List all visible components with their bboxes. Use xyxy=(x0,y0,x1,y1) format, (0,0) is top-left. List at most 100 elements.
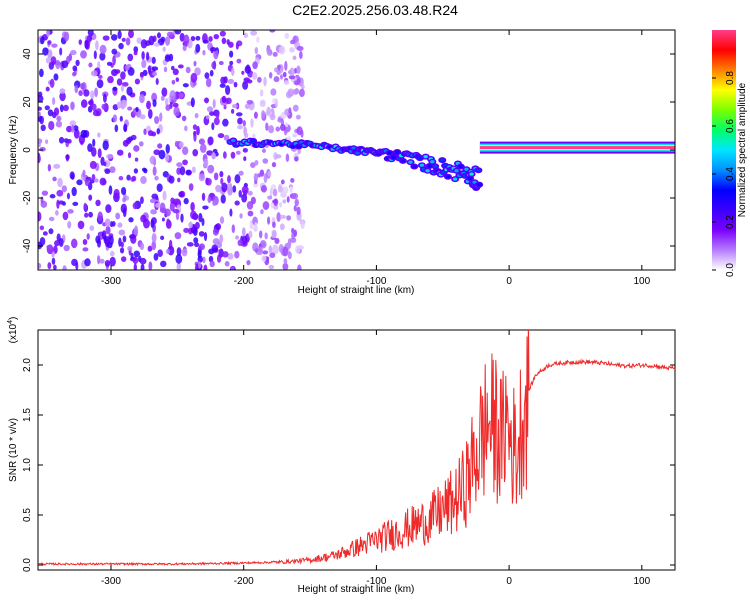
noise-speckle xyxy=(155,202,161,208)
noise-speckle xyxy=(119,115,123,122)
noise-speckle xyxy=(162,46,166,52)
noise-speckle xyxy=(42,231,48,236)
noise-speckle xyxy=(203,231,208,242)
noise-speckle xyxy=(193,132,197,142)
colorbar-tick-label: 0.0 xyxy=(725,263,736,277)
snr-x-axis-title: Height of straight line (km) xyxy=(298,584,415,595)
noise-speckle xyxy=(147,130,154,137)
colorbar-ticks: 0.0 0.2 0.4 0.6 0.8 xyxy=(712,71,736,277)
noise-speckle xyxy=(107,242,113,249)
noise-speckle xyxy=(182,44,187,52)
noise-speckle xyxy=(97,148,102,159)
noise-speckle xyxy=(206,150,214,156)
noise-speckle xyxy=(229,50,234,58)
noise-speckle xyxy=(295,245,301,254)
noise-speckle xyxy=(209,260,215,268)
noise-speckle xyxy=(247,190,253,196)
noise-speckle xyxy=(132,256,139,265)
noise-speckle xyxy=(74,84,79,94)
noise-speckle xyxy=(80,129,88,138)
noise-speckle xyxy=(272,98,277,104)
noise-speckle xyxy=(182,146,189,156)
noise-speckle xyxy=(84,178,90,187)
noise-speckle xyxy=(89,160,97,170)
noise-speckle xyxy=(149,198,157,204)
noise-speckle xyxy=(203,97,210,104)
trace-blob xyxy=(412,164,417,169)
noise-speckle xyxy=(62,265,67,270)
noise-speckle xyxy=(235,235,240,240)
noise-speckle xyxy=(160,235,165,241)
noise-speckle xyxy=(235,150,241,155)
noise-speckle xyxy=(119,247,125,254)
noise-speckle xyxy=(151,240,157,251)
noise-speckle xyxy=(104,168,111,175)
noise-speckle xyxy=(80,50,87,59)
noise-speckle xyxy=(297,148,301,155)
noise-speckle xyxy=(99,177,107,186)
noise-speckle xyxy=(206,106,214,113)
noise-speckle xyxy=(42,47,49,56)
noise-speckle xyxy=(127,136,134,142)
noise-speckle xyxy=(174,30,182,35)
noise-speckle xyxy=(227,175,231,184)
noise-speckle xyxy=(235,42,239,50)
noise-speckle xyxy=(111,48,118,55)
noise-speckle xyxy=(95,235,101,244)
noise-speckle xyxy=(233,81,238,88)
noise-speckle xyxy=(229,60,234,66)
noise-speckle xyxy=(52,176,57,182)
noise-speckle xyxy=(163,66,168,73)
trace-blob xyxy=(440,158,445,162)
noise-speckle xyxy=(292,133,298,138)
noise-speckle xyxy=(294,156,299,162)
noise-speckle xyxy=(151,56,156,64)
noise-speckle xyxy=(118,175,124,181)
noise-speckle xyxy=(67,209,74,214)
noise-speckle xyxy=(292,88,300,95)
noise-speckle xyxy=(105,204,112,213)
noise-speckle xyxy=(252,61,258,70)
noise-speckle xyxy=(38,262,42,269)
noise-speckle xyxy=(70,101,75,111)
noise-speckle xyxy=(286,196,290,203)
noise-speckle xyxy=(286,215,292,221)
noise-speckle xyxy=(128,30,134,39)
noise-speckle xyxy=(276,69,281,76)
noise-speckle xyxy=(171,65,175,71)
noise-speckle xyxy=(156,183,163,192)
noise-speckle xyxy=(198,138,205,145)
noise-speckle xyxy=(207,196,212,203)
noise-speckle xyxy=(223,134,230,141)
noise-speckle xyxy=(230,266,235,270)
noise-speckle xyxy=(147,65,152,75)
noise-speckle xyxy=(90,70,98,77)
noise-speckle xyxy=(122,197,127,203)
noise-speckle xyxy=(188,183,194,191)
noise-speckle xyxy=(128,217,134,223)
noise-speckle xyxy=(219,83,226,88)
noise-speckle xyxy=(209,111,215,116)
noise-speckle xyxy=(271,244,279,255)
noise-speckle xyxy=(59,88,66,94)
noise-speckle xyxy=(75,59,80,67)
noise-speckle xyxy=(97,74,103,79)
noise-speckle xyxy=(254,47,259,55)
noise-speckle xyxy=(46,30,50,38)
noise-speckle xyxy=(194,242,200,248)
noise-speckle xyxy=(294,198,299,207)
noise-speckle xyxy=(78,90,83,97)
noise-speckle xyxy=(48,216,55,222)
noise-speckle xyxy=(130,234,137,244)
noise-speckle xyxy=(202,256,206,264)
noise-speckle xyxy=(211,152,216,160)
noise-speckle xyxy=(174,232,182,240)
noise-speckle xyxy=(143,128,147,135)
spectrogram-x-tick-label: 100 xyxy=(633,276,650,287)
noise-speckle xyxy=(53,264,57,270)
noise-speckle xyxy=(164,36,171,46)
noise-speckle xyxy=(116,149,124,156)
spectrogram-x-tick-label: -300 xyxy=(101,276,121,287)
trace-blob xyxy=(452,177,458,181)
noise-speckle xyxy=(178,141,184,149)
